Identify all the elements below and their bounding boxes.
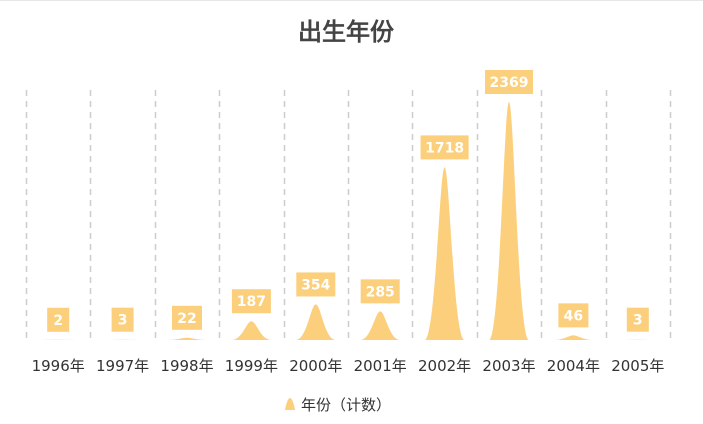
data-label-box [172, 305, 202, 330]
bar-2004年[interactable] [553, 335, 594, 340]
x-tick-label: 2002年 [418, 357, 471, 375]
bar-2002年[interactable] [424, 167, 465, 340]
bar-1998年[interactable] [167, 337, 207, 340]
data-label-value: 2369 [490, 75, 529, 91]
data-label-value: 187 [237, 294, 266, 310]
x-tick-label: 2001年 [354, 357, 407, 375]
data-label-value: 3 [118, 313, 128, 329]
legend-label: 年份（计数） [301, 396, 391, 414]
bar-2001年[interactable] [360, 311, 401, 340]
data-label: 354 [296, 272, 336, 297]
x-tick-label: 1999年 [225, 357, 278, 375]
data-label: 1718 [420, 135, 469, 160]
x-axis-ticks: 1996年 1997年 1998年 1999年 2000年 2001年 2002年 2003年… [32, 357, 665, 375]
data-label: 3 [111, 307, 134, 332]
bar-1999年[interactable] [231, 321, 272, 340]
data-label-box [626, 307, 649, 332]
data-label-box [420, 135, 469, 160]
data-label: 2 [47, 307, 70, 332]
data-label-box [47, 307, 70, 332]
legend[interactable]: 年份（计数） [285, 396, 391, 414]
data-label: 46 [558, 303, 589, 328]
x-tick-label: 2005年 [611, 357, 664, 375]
legend-swatch [285, 398, 295, 410]
top-divider [0, 0, 703, 1]
x-tick-label: 1996年 [32, 357, 85, 375]
bar-2000年[interactable] [295, 304, 336, 340]
bar-2003年[interactable] [489, 102, 529, 340]
data-label: 3 [626, 307, 649, 332]
data-label-value: 46 [564, 308, 583, 324]
data-label-value: 354 [301, 277, 330, 293]
chart-title: 出生年份 [298, 18, 395, 46]
data-label-value: 3 [633, 313, 643, 329]
data-label-box [485, 70, 533, 94]
data-label-value: 2 [53, 313, 63, 329]
data-label-box [231, 289, 271, 314]
data-label: 2369 [485, 70, 533, 94]
x-tick-label: 2003年 [482, 357, 535, 375]
x-tick-label: 2004年 [547, 357, 600, 375]
data-label-box [111, 307, 134, 332]
data-label: 285 [360, 279, 400, 304]
data-label: 22 [172, 305, 202, 330]
grid-lines [25, 90, 672, 340]
x-tick-label: 1998年 [160, 357, 213, 375]
data-label: 187 [231, 289, 271, 314]
data-label-box [558, 303, 589, 328]
data-series [38, 102, 658, 340]
data-label-box [296, 272, 336, 297]
x-tick-label: 1997年 [96, 357, 149, 375]
data-labels: 2 3 22 187 354 285 1718 2369 46 3 [47, 70, 649, 332]
data-label-value: 285 [366, 284, 395, 300]
data-label-value: 22 [177, 311, 196, 327]
x-tick-label: 2000年 [289, 357, 342, 375]
data-label-value: 1718 [425, 140, 464, 156]
data-label-box [360, 279, 400, 304]
